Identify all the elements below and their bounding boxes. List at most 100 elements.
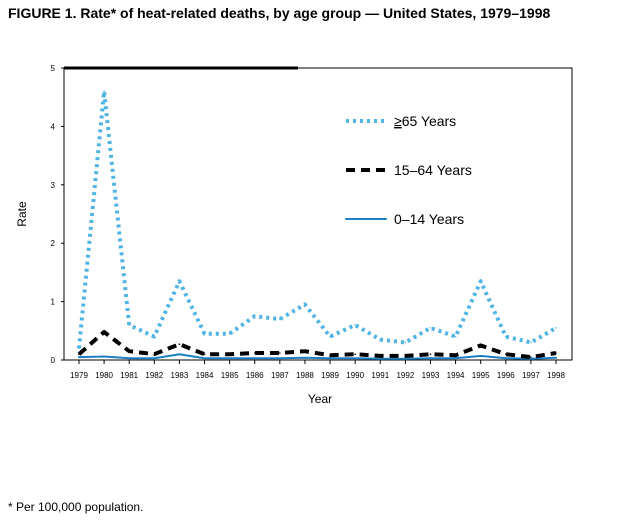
data-point-65-years-1989	[329, 335, 331, 338]
x-tick-label-1979: 1979	[70, 371, 88, 380]
data-point-65-years-1990	[354, 324, 356, 326]
data-point-15-64-years-1980	[103, 331, 105, 333]
x-axis-label: Year	[308, 392, 332, 406]
x-tick-label-1991: 1991	[371, 371, 389, 380]
x-axis-ticks: 1979 1980 1981 1982 1983 1984 1985 1986 1987 1988…	[70, 360, 565, 380]
data-point-15-64-years-1983	[178, 343, 181, 346]
data-point-15-64-years-1982	[153, 353, 156, 355]
data-point-15-64-years-1989	[329, 354, 331, 357]
data-point-15-64-years-1990	[354, 353, 356, 355]
data-point-65-years-1985	[228, 332, 231, 335]
data-point-15-64-years-1994	[454, 354, 457, 357]
x-tick-label-1986: 1986	[246, 371, 264, 380]
legend-label-65-plus-sign: ≥	[394, 113, 402, 129]
data-point-65-years-1987	[279, 318, 281, 320]
data-point-65-years-1981	[128, 324, 131, 326]
data-point-15-64-years-1993	[429, 353, 432, 355]
data-point-0-14-years-1984	[203, 357, 206, 360]
data-point-0-14-years-1980	[103, 355, 105, 358]
data-point-65-years-1994	[454, 335, 457, 338]
plot-border	[63, 67, 573, 361]
data-point-65-years-1998	[555, 327, 557, 329]
legend: ≥65 Years 15–64 Years 0–14 Years	[345, 113, 472, 227]
data-point-15-64-years-1981	[128, 350, 131, 353]
data-point-15-64-years-1988	[304, 350, 306, 353]
series-line-0-14-years	[78, 353, 557, 360]
data-point-0-14-years-1986	[253, 357, 256, 360]
x-tick-label-1995: 1995	[472, 371, 490, 380]
data-point-15-64-years-1991	[379, 355, 382, 357]
data-point-0-14-years-1998	[555, 356, 557, 359]
data-point-65-years-1983	[178, 280, 181, 282]
y-tick-label-4: 4	[51, 122, 56, 131]
x-tick-label-1984: 1984	[196, 371, 214, 380]
data-point-15-64-years-1986	[253, 352, 256, 354]
series-line-15-64-years	[77, 330, 557, 360]
data-point-15-64-years-1992	[404, 355, 407, 357]
data-point-65-years-1982	[153, 335, 156, 338]
x-tick-label-1998: 1998	[547, 371, 565, 380]
x-tick-label-1996: 1996	[497, 371, 515, 380]
x-tick-label-1988: 1988	[296, 371, 314, 380]
legend-label-65-plus-text: 65 Years	[402, 113, 457, 129]
x-tick-label-1982: 1982	[145, 371, 163, 380]
x-tick-label-1993: 1993	[422, 371, 440, 380]
x-tick-label-1981: 1981	[120, 371, 138, 380]
data-point-65-years-1995	[479, 280, 482, 282]
data-point-0-14-years-1988	[304, 356, 306, 359]
data-point-0-14-years-1987	[279, 357, 281, 360]
x-tick-label-1997: 1997	[522, 371, 540, 380]
y-tick-label-5: 5	[51, 64, 56, 73]
series-lines	[77, 89, 558, 360]
data-point-65-years-1986	[253, 315, 256, 318]
data-point-0-14-years-1990	[354, 357, 356, 360]
data-point-65-years-1988	[304, 303, 306, 306]
data-point-0-14-years-1991	[379, 358, 382, 360]
data-point-65-years-1997	[530, 341, 532, 344]
plot-frame	[63, 66, 573, 361]
x-tick-label-1989: 1989	[321, 371, 339, 380]
footnote: * Per 100,000 population.	[8, 500, 144, 514]
data-point-65-years-1979	[78, 347, 80, 350]
data-point-15-64-years-1996	[504, 353, 507, 355]
data-point-0-14-years-1993	[429, 357, 432, 360]
data-point-15-64-years-1979	[78, 353, 80, 355]
legend-label-0-14: 0–14 Years	[394, 211, 464, 227]
legend-label-65-plus: ≥65 Years	[394, 113, 456, 129]
data-point-0-14-years-1989	[329, 357, 331, 360]
data-point-65-years-1992	[404, 341, 407, 344]
x-tick-label-1983: 1983	[171, 371, 189, 380]
y-tick-label-3: 3	[51, 181, 56, 190]
data-point-15-64-years-1984	[203, 353, 206, 355]
legend-item-65-plus: ≥65 Years	[346, 113, 456, 129]
data-point-15-64-years-1985	[228, 353, 231, 355]
y-tick-label-1: 1	[51, 298, 56, 307]
data-point-15-64-years-1995	[479, 344, 482, 347]
data-point-0-14-years-1996	[504, 357, 507, 360]
y-tick-label-0: 0	[51, 356, 56, 365]
data-point-0-14-years-1997	[530, 358, 532, 360]
series-line-65-years	[77, 89, 558, 349]
y-tick-label-2: 2	[51, 239, 56, 248]
legend-item-0-14: 0–14 Years	[345, 211, 464, 227]
data-point-0-14-years-1982	[153, 357, 156, 360]
data-point-65-years-1991	[379, 338, 382, 341]
y-axis-label: Rate	[15, 201, 29, 227]
data-point-15-64-years-1987	[279, 352, 281, 354]
data-point-0-14-years-1979	[78, 356, 80, 358]
data-point-0-14-years-1983	[178, 353, 181, 355]
y-axis-ticks: 0 1 2 3 4 5	[51, 64, 64, 365]
data-point-65-years-1993	[429, 327, 432, 329]
data-point-0-14-years-1985	[228, 357, 231, 360]
data-point-0-14-years-1981	[128, 357, 131, 360]
data-point-0-14-years-1992	[404, 358, 407, 360]
x-tick-label-1992: 1992	[396, 371, 414, 380]
x-tick-label-1994: 1994	[447, 371, 465, 380]
x-tick-label-1985: 1985	[221, 371, 239, 380]
x-tick-label-1980: 1980	[95, 371, 113, 380]
data-point-0-14-years-1995	[479, 355, 482, 357]
legend-label-15-64: 15–64 Years	[394, 162, 472, 178]
data-point-65-years-1996	[504, 335, 507, 338]
data-point-0-14-years-1994	[454, 357, 457, 360]
